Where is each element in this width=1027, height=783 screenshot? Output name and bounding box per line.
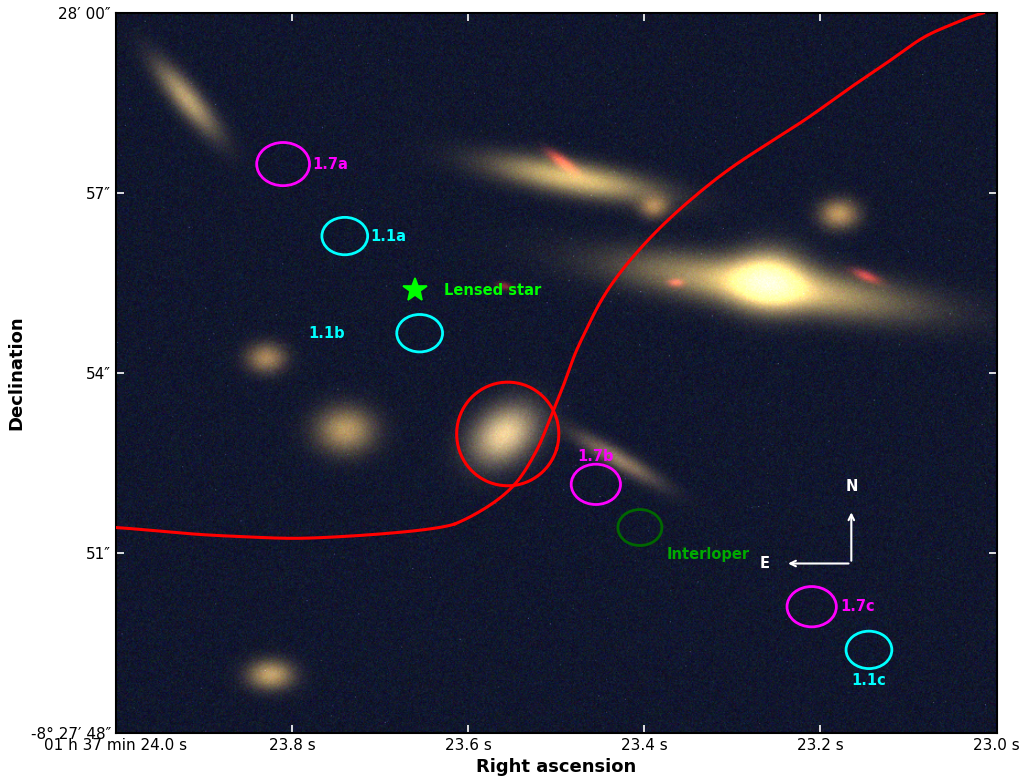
- Text: 1.1a: 1.1a: [371, 229, 407, 244]
- Text: 1.7b: 1.7b: [577, 449, 614, 464]
- Text: 1.1b: 1.1b: [308, 326, 345, 341]
- Text: Lensed star: Lensed star: [445, 283, 541, 298]
- Text: N: N: [845, 478, 858, 494]
- X-axis label: Right ascension: Right ascension: [477, 758, 637, 776]
- Y-axis label: Declination: Declination: [7, 316, 25, 430]
- Text: Interloper: Interloper: [667, 547, 750, 562]
- Text: 1.7c: 1.7c: [840, 599, 875, 614]
- Text: E: E: [759, 556, 769, 571]
- Text: 1.7a: 1.7a: [312, 157, 348, 171]
- Text: 1.1c: 1.1c: [851, 673, 886, 687]
